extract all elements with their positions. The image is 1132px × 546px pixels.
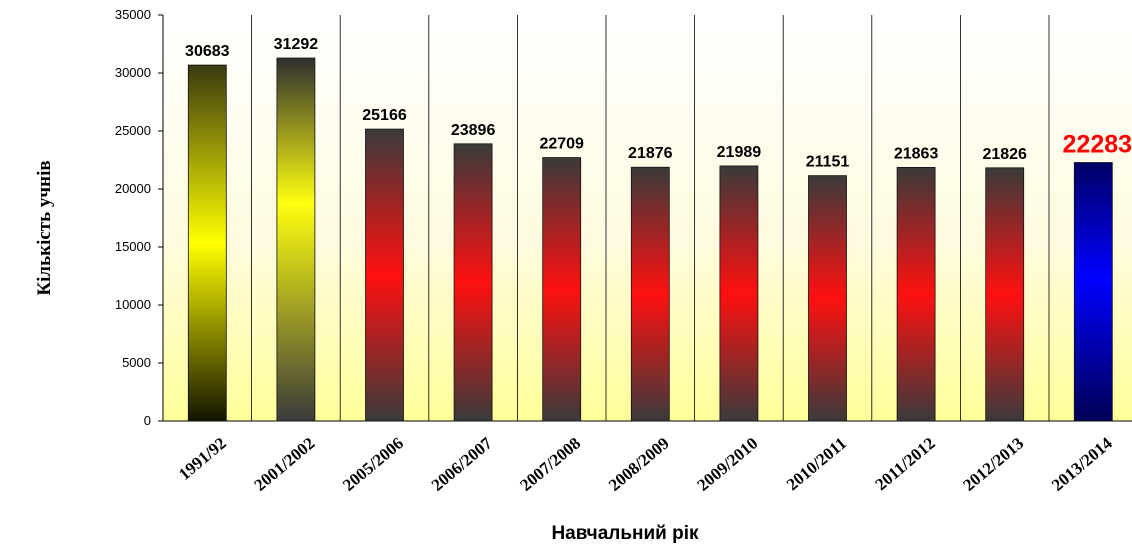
- data-label: 23896: [451, 122, 496, 139]
- data-label: 22283: [1063, 131, 1132, 159]
- x-tick-label: 1991/92: [175, 434, 230, 484]
- x-tick-label: 2012/2013: [959, 434, 1027, 495]
- y-tick-label: 5000: [122, 355, 151, 370]
- y-tick-label: 0: [144, 413, 151, 428]
- x-tick-label: 2006/2007: [428, 433, 496, 495]
- bar: [1073, 162, 1113, 422]
- bar: [187, 64, 227, 422]
- bar: [365, 128, 404, 422]
- x-tick-label: 2013/2014: [1048, 433, 1116, 495]
- data-label: 21989: [717, 144, 762, 161]
- data-label: 21151: [806, 154, 850, 171]
- bar: [896, 166, 936, 422]
- data-label: 25166: [362, 107, 407, 124]
- bar: [985, 167, 1025, 422]
- bar: [276, 57, 316, 422]
- data-label: 21863: [894, 145, 939, 162]
- y-tick-label: 10000: [115, 297, 151, 312]
- x-tick-label: 2007/2008: [516, 434, 584, 495]
- bar: [630, 166, 670, 422]
- x-tick-label: 2009/2010: [694, 434, 762, 495]
- x-tick-label: 2010/2011: [783, 434, 850, 495]
- bar: [453, 143, 493, 422]
- x-tick-label: 2011/2012: [871, 434, 938, 495]
- bar: [808, 175, 847, 422]
- y-tick-label: 30000: [115, 65, 151, 80]
- y-axis-title: Кількість учнів: [34, 160, 55, 295]
- bar: [719, 165, 759, 422]
- bars: 30683 31292 25166 23896 22709 21876 21989 21151…: [185, 36, 1132, 422]
- y-axis-ticks: 0 5000 10000 15000 20000 25000 30000 35000: [115, 7, 163, 428]
- data-label: 30683: [185, 43, 230, 60]
- x-tick-label: 2005/2006: [339, 434, 407, 495]
- y-tick-label: 15000: [115, 239, 151, 254]
- y-tick-label: 20000: [115, 181, 151, 196]
- data-label: 31292: [274, 36, 319, 53]
- y-tick-label: 25000: [115, 123, 151, 138]
- data-label: 21876: [628, 145, 673, 162]
- bar: [542, 157, 582, 422]
- y-tick-label: 35000: [115, 7, 151, 22]
- x-tick-label: 2008/2009: [605, 434, 673, 495]
- data-label: 21826: [982, 146, 1027, 163]
- x-axis-title: Навчальний рік: [551, 523, 699, 544]
- x-axis-tick-labels: 1991/92 2001/2002 2005/2006 2006/2007 2007/2…: [175, 433, 1116, 495]
- category-separators: [251, 15, 1050, 421]
- x-tick-label: 2001/2002: [251, 434, 319, 495]
- data-label: 22709: [539, 136, 584, 153]
